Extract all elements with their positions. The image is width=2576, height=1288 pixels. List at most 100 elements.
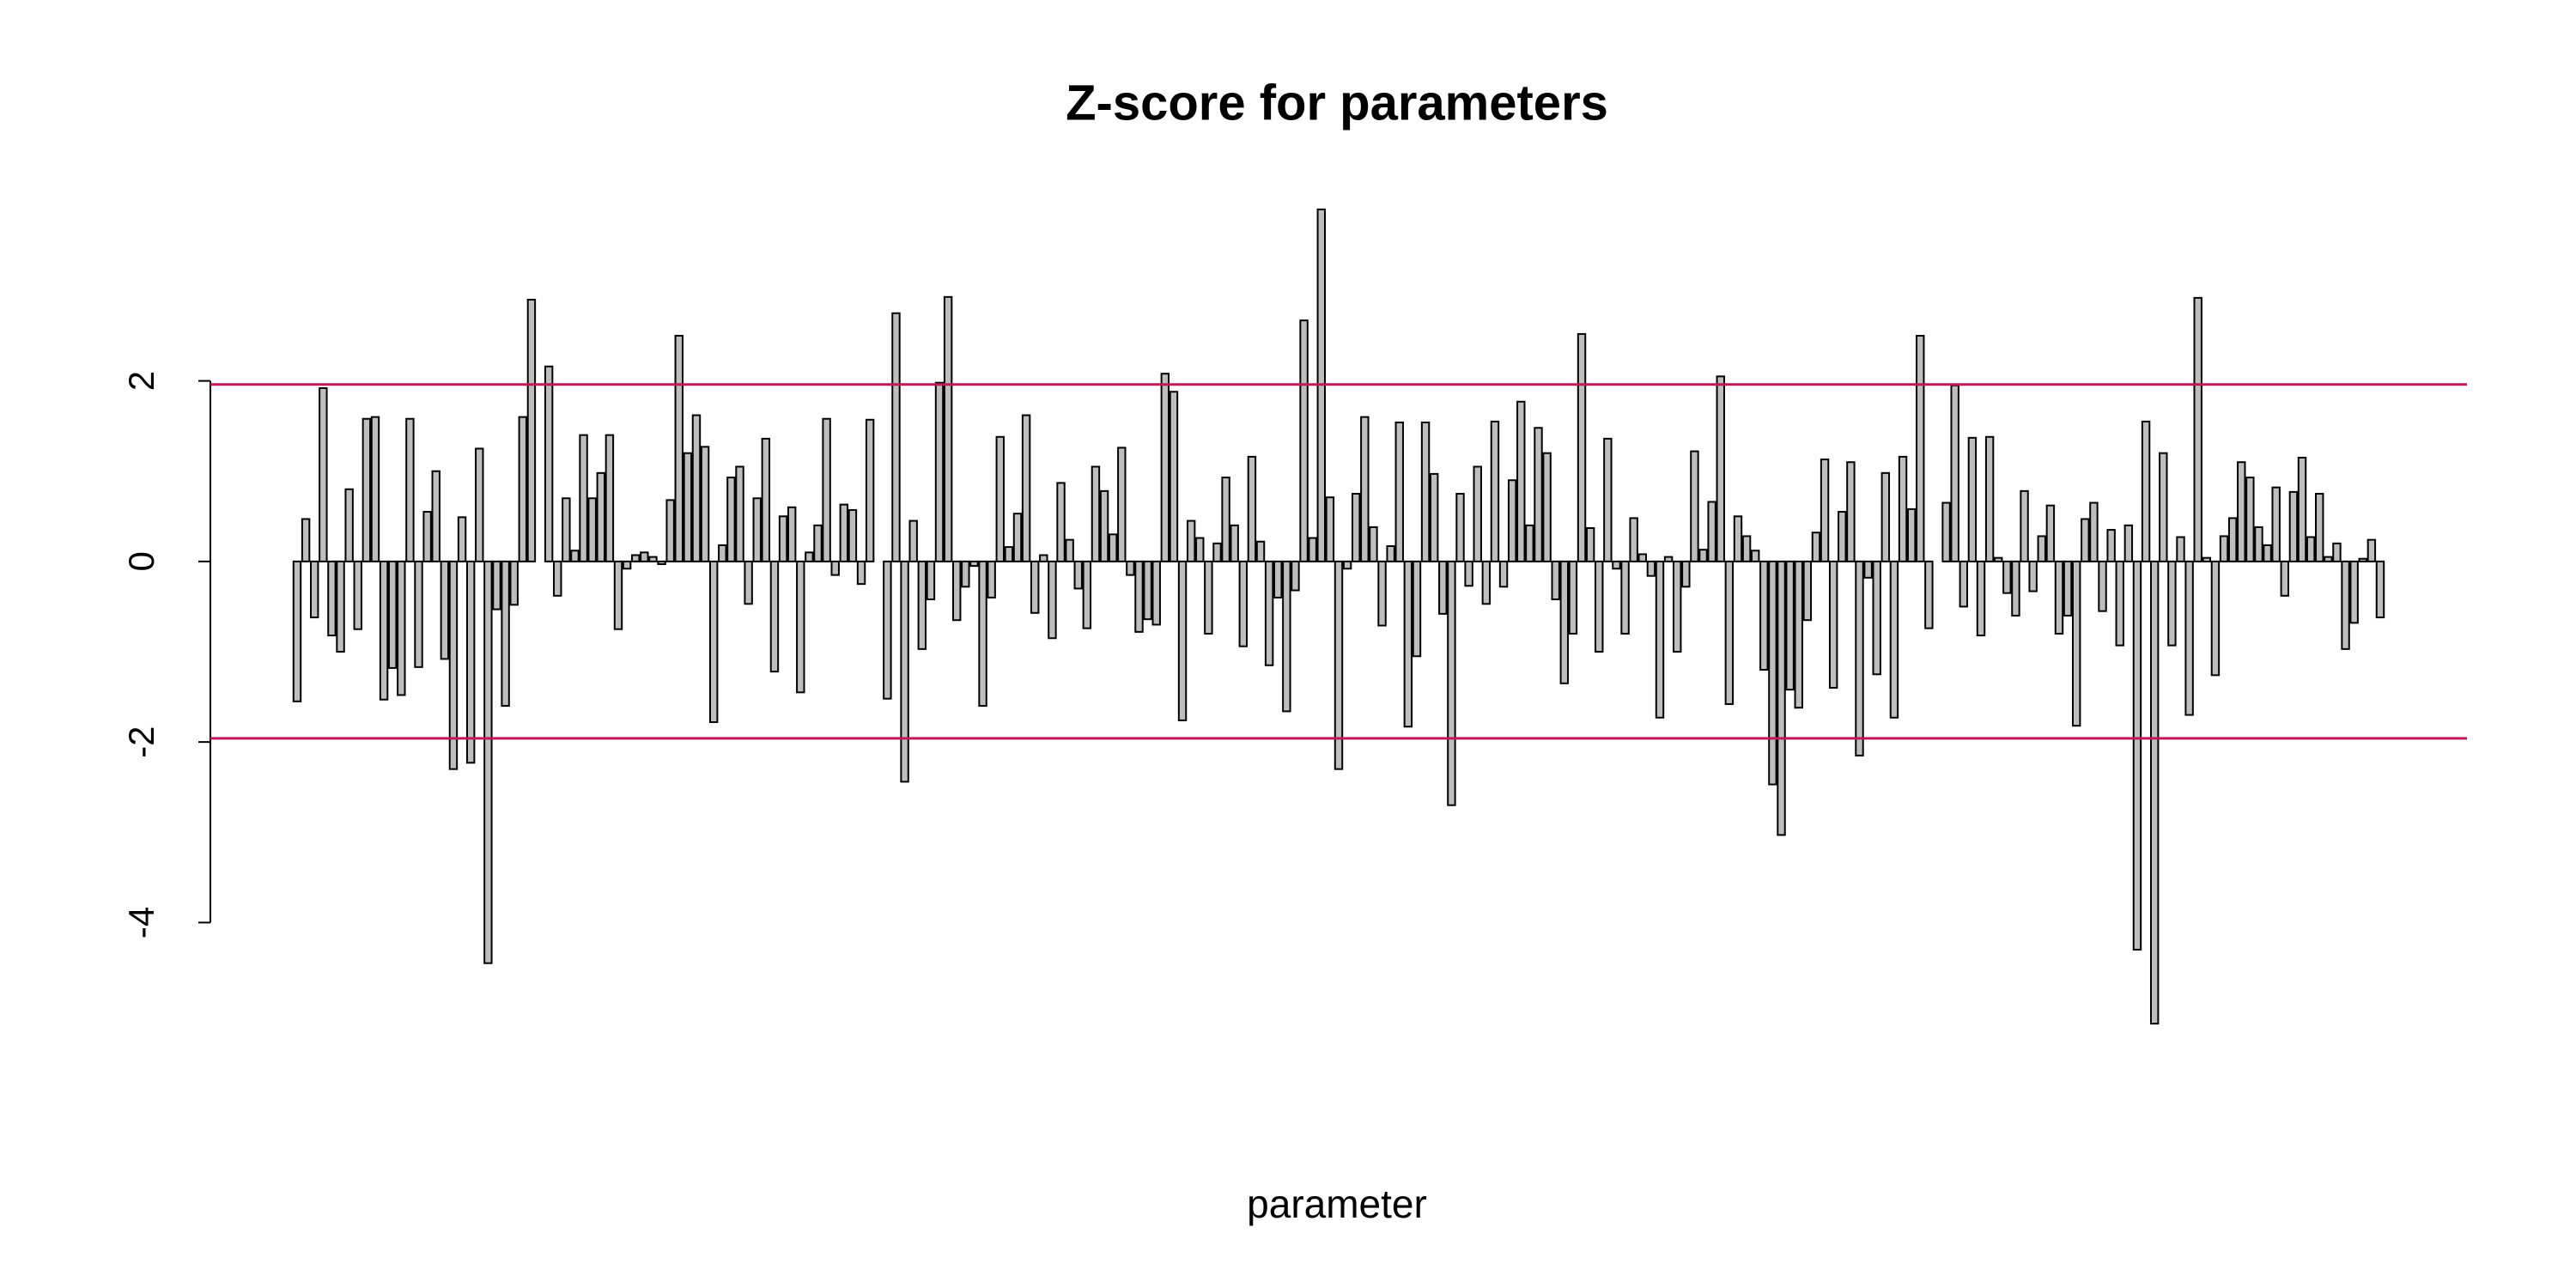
bar (518, 416, 528, 562)
bar (2184, 560, 2194, 716)
bar (2149, 560, 2160, 1025)
bar (1065, 538, 1074, 562)
bar (943, 295, 953, 562)
bar (1394, 421, 1404, 562)
bar (1959, 560, 1969, 608)
bar (1221, 477, 1230, 562)
bar (1820, 459, 1830, 562)
bar (501, 560, 510, 708)
bar (1420, 421, 1431, 562)
bar (1134, 560, 1144, 633)
bar (596, 471, 606, 562)
bar (891, 312, 901, 562)
bar (2167, 560, 2177, 647)
bar (2349, 560, 2359, 624)
bar (431, 470, 440, 562)
bar (1352, 493, 1361, 562)
bar (1794, 560, 1803, 709)
bar (579, 434, 588, 562)
bar (1577, 332, 1587, 562)
bar (640, 551, 649, 562)
bar (379, 560, 389, 701)
bar (1637, 553, 1648, 562)
bar (570, 550, 580, 562)
bar (1698, 549, 1708, 562)
bar (2245, 477, 2255, 562)
bar (1108, 533, 1118, 562)
bar (761, 437, 771, 562)
bar (1048, 560, 1057, 640)
bar (796, 560, 805, 694)
bar (883, 560, 892, 700)
bar (562, 497, 571, 562)
bar (1542, 452, 1552, 562)
bar (2011, 560, 2020, 617)
bar (1447, 560, 1456, 806)
bar (2045, 504, 2056, 562)
bar (769, 560, 780, 673)
bar (2315, 493, 2324, 562)
bar (1924, 560, 1934, 629)
bar (2081, 518, 2090, 562)
bar (926, 560, 936, 601)
bar (718, 544, 727, 562)
bar (2037, 535, 2046, 562)
bar (1603, 437, 1613, 562)
bar (2219, 535, 2229, 562)
bar (1880, 471, 1891, 562)
bar (2263, 544, 2272, 562)
bar (1724, 560, 1735, 705)
bar (2123, 524, 2134, 562)
bar (2193, 296, 2202, 562)
bar (2254, 526, 2263, 562)
bar (370, 416, 380, 562)
bar (787, 506, 797, 562)
bar (1889, 560, 1899, 719)
bar (2306, 536, 2316, 562)
bar (2324, 556, 2333, 562)
bar (1916, 335, 1925, 562)
bar (448, 560, 459, 770)
bar (2288, 490, 2299, 562)
bar (1204, 560, 1213, 635)
bar (1750, 550, 1760, 562)
bar (1906, 507, 1917, 562)
bar (1004, 546, 1014, 562)
bar (509, 560, 519, 606)
bar (387, 560, 398, 669)
bar (1264, 560, 1274, 666)
bar (665, 499, 675, 562)
bar (839, 503, 849, 562)
bar (1612, 560, 1621, 570)
bar (2280, 560, 2290, 597)
bar (1299, 319, 1309, 562)
bar (735, 465, 744, 562)
bar (1741, 535, 1752, 562)
bar (908, 519, 918, 562)
bar (631, 554, 641, 562)
bar (752, 497, 762, 562)
bar (1846, 461, 1856, 562)
bar (1551, 560, 1560, 601)
bar (995, 435, 1005, 562)
bar (1673, 560, 1682, 653)
y-tick-label: 2 (121, 371, 161, 391)
bar (1777, 560, 1786, 836)
bar (2227, 517, 2238, 562)
bar (1255, 540, 1266, 562)
bar (2176, 536, 2185, 562)
bar (1126, 560, 1135, 576)
y-tick-label: -2 (121, 726, 161, 757)
bar (961, 560, 970, 588)
bar (1994, 556, 2003, 562)
bar (1325, 496, 1335, 562)
bar (475, 447, 484, 562)
bar (1412, 560, 1422, 658)
bar (1030, 560, 1040, 614)
bar (1386, 544, 1395, 562)
bar (1863, 560, 1873, 579)
bar (1707, 501, 1716, 562)
bar (917, 560, 927, 650)
bar (1872, 560, 1881, 676)
bar (1716, 375, 1725, 562)
